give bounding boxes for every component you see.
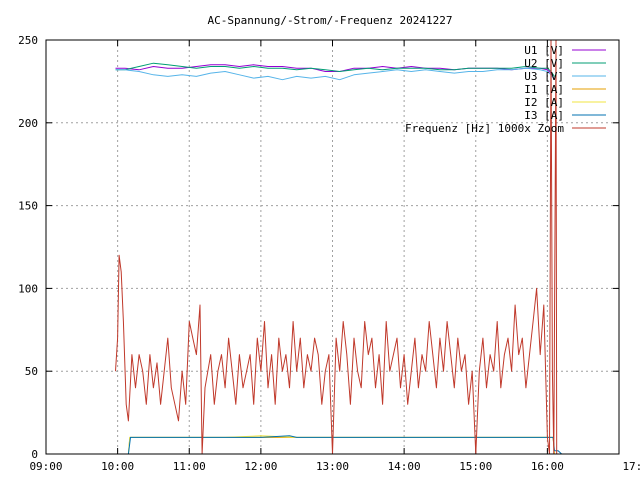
x-tick-label: 13:00 [316, 460, 349, 473]
legend: U1 [V]U2 [V]U3 [V]I1 [A]I2 [A]I3 [A]Freq… [405, 44, 606, 135]
legend-label: U2 [V] [524, 57, 564, 70]
x-tick-label: 10:00 [101, 460, 134, 473]
series-line-4 [127, 436, 555, 455]
legend-label: I3 [A] [524, 109, 564, 122]
y-tick-label: 200 [18, 117, 38, 130]
x-tick-label: 15:00 [459, 460, 492, 473]
y-tick-label: 100 [18, 282, 38, 295]
series-line-7 [115, 39, 558, 455]
series-line-1 [115, 64, 555, 80]
series-line-5 [127, 435, 555, 455]
x-tick-label: 17:00 [622, 460, 640, 473]
x-axis: 09:00 10:00 11:00 12:00 13:00 14:00 15:00 16:00… [29, 40, 640, 473]
grid [46, 40, 619, 454]
y-tick-label: 50 [25, 365, 38, 378]
series-line-6 [127, 435, 563, 455]
chart-title: AC-Spannung/-Strom/-Frequenz 20241227 [207, 14, 452, 27]
series-line-3 [115, 67, 555, 81]
legend-label: I1 [A] [524, 83, 564, 96]
series-layer [115, 39, 563, 455]
x-tick-label: 14:00 [388, 460, 421, 473]
legend-label: I2 [A] [524, 96, 564, 109]
y-tick-label: 150 [18, 200, 38, 213]
x-tick-label: 16:00 [531, 460, 564, 473]
series-line-2 [115, 62, 555, 77]
plot-border [45, 39, 620, 455]
x-tick-label: 11:00 [173, 460, 206, 473]
legend-label: U1 [V] [524, 44, 564, 57]
legend-label: U3 [V] [524, 70, 564, 83]
y-tick-label: 250 [18, 34, 38, 47]
x-tick-label: 09:00 [29, 460, 62, 473]
x-tick-label: 12:00 [244, 460, 277, 473]
legend-label: Frequenz [Hz] 1000x Zoom [405, 122, 564, 135]
y-axis: 0 50 100 150 200 250 [18, 34, 619, 461]
y-tick-label: 0 [31, 448, 38, 461]
